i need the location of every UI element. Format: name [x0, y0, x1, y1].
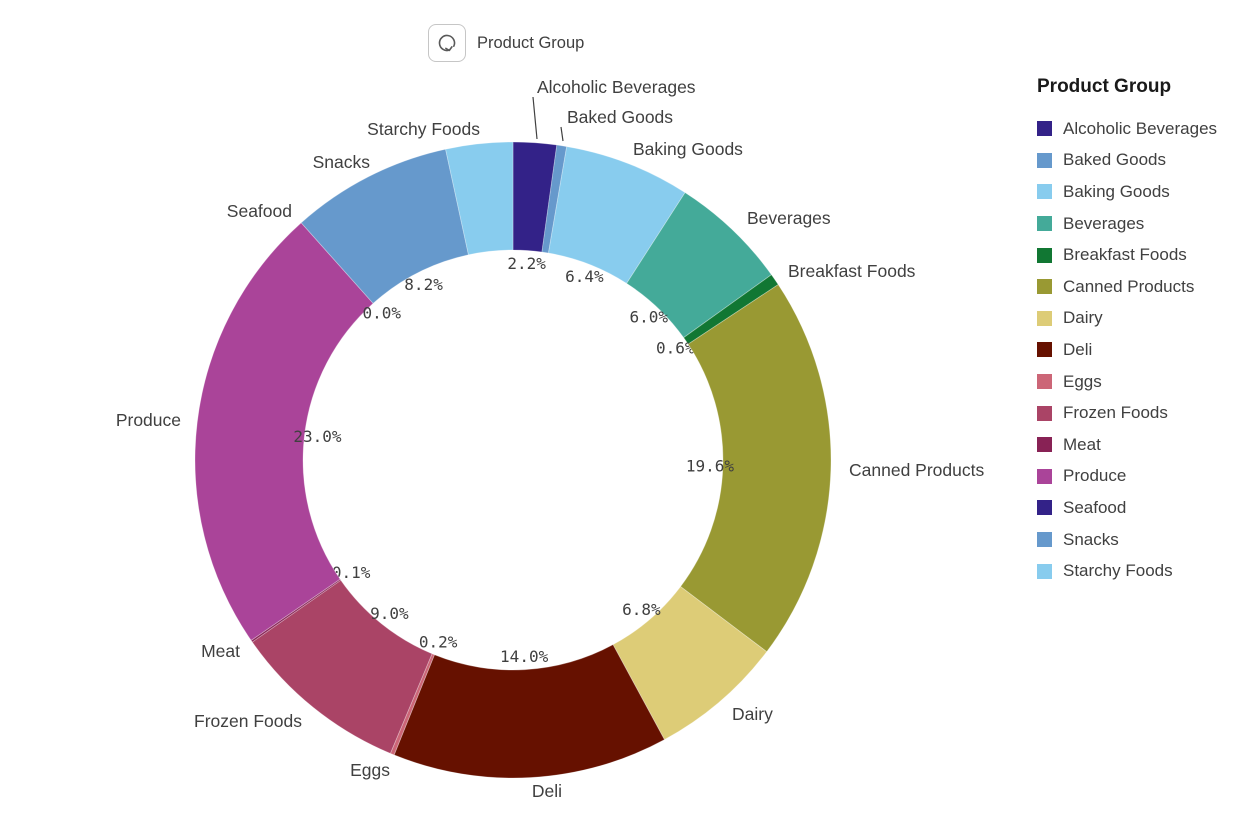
slice-label-seafood: Seafood	[227, 201, 292, 221]
legend-label: Alcoholic Beverages	[1063, 118, 1218, 138]
percent-label-seafood: 0.0%	[363, 304, 402, 323]
legend-swatch-icon	[1037, 500, 1052, 516]
legend-item-snacks[interactable]: Snacks	[1037, 524, 1217, 556]
donut-slice-frozen-foods[interactable]	[251, 579, 433, 754]
legend-swatch-icon	[1037, 532, 1052, 548]
percent-label-baking-goods: 6.4%	[565, 267, 604, 286]
legend-label: Frozen Foods	[1063, 403, 1168, 423]
legend-item-baked-goods[interactable]: Baked Goods	[1037, 145, 1217, 177]
legend-item-starchy-foods[interactable]: Starchy Foods	[1037, 555, 1217, 587]
legend-swatch-icon	[1037, 152, 1052, 168]
percent-label-alcoholic-beverages: 2.2%	[507, 254, 546, 273]
leader-line-alcoholic-beverages	[532, 96, 538, 140]
legend-label: Breakfast Foods	[1063, 245, 1187, 265]
legend-item-meat[interactable]: Meat	[1037, 429, 1217, 461]
slice-label-deli: Deli	[532, 781, 562, 801]
legend-swatch-icon	[1037, 374, 1052, 390]
legend-swatch-icon	[1037, 184, 1052, 200]
cycle-arrow-icon	[438, 34, 456, 52]
leader-line-baked-goods	[560, 126, 564, 142]
legend-label: Deli	[1063, 339, 1093, 359]
donut-slice-deli[interactable]	[393, 644, 665, 779]
legend-item-baking-goods[interactable]: Baking Goods	[1037, 176, 1217, 208]
legend-item-dairy[interactable]: Dairy	[1037, 303, 1217, 335]
slice-label-frozen-foods: Frozen Foods	[194, 711, 302, 731]
percent-label-breakfast-foods: 0.6%	[656, 339, 695, 358]
slice-label-starchy-foods: Starchy Foods	[367, 119, 480, 139]
donut-slice-produce[interactable]	[194, 222, 374, 641]
legend-label: Eggs	[1063, 371, 1102, 391]
legend-swatch-icon	[1037, 342, 1052, 358]
legend-item-canned-products[interactable]: Canned Products	[1037, 271, 1217, 303]
donut-slice-breakfast-foods[interactable]	[683, 274, 779, 345]
legend-swatch-icon	[1037, 247, 1052, 263]
slice-label-meat: Meat	[201, 641, 240, 661]
legend-label: Starchy Foods	[1063, 561, 1173, 581]
slice-label-dairy: Dairy	[732, 704, 773, 724]
legend-swatch-icon	[1037, 405, 1052, 421]
legend-label: Dairy	[1063, 308, 1103, 328]
legend-swatch-icon	[1037, 563, 1052, 579]
donut-slice-starchy-foods[interactable]	[445, 141, 514, 256]
legend-swatch-icon	[1037, 468, 1052, 484]
percent-label-snacks: 8.2%	[404, 275, 443, 294]
slice-label-produce: Produce	[116, 410, 181, 430]
slice-label-baked-goods: Baked Goods	[567, 107, 673, 127]
legend-item-breakfast-foods[interactable]: Breakfast Foods	[1037, 239, 1217, 271]
donut-slice-snacks[interactable]	[300, 148, 469, 304]
donut-slice-alcoholic-beverages[interactable]	[512, 141, 558, 253]
slice-label-baking-goods: Baking Goods	[633, 139, 743, 159]
slice-label-canned-products: Canned Products	[849, 460, 984, 480]
donut-slice-dairy[interactable]	[612, 586, 768, 741]
legend-label: Seafood	[1063, 497, 1127, 517]
legend-swatch-icon	[1037, 279, 1052, 295]
legend-item-seafood[interactable]: Seafood	[1037, 492, 1217, 524]
slice-label-beverages: Beverages	[747, 208, 831, 228]
percent-label-deli: 14.0%	[500, 647, 549, 666]
legend-label: Snacks	[1063, 529, 1119, 549]
legend-label: Baking Goods	[1063, 181, 1170, 201]
legend-item-eggs[interactable]: Eggs	[1037, 366, 1217, 398]
legend-label: Beverages	[1063, 213, 1145, 233]
percent-label-meat: 0.1%	[332, 563, 371, 582]
legend-item-deli[interactable]: Deli	[1037, 334, 1217, 366]
legend-label: Baked Goods	[1063, 150, 1167, 170]
legend-swatch-icon	[1037, 437, 1052, 453]
legend-item-frozen-foods[interactable]: Frozen Foods	[1037, 397, 1217, 429]
donut-slice-eggs[interactable]	[389, 653, 435, 756]
percent-label-beverages: 6.0%	[629, 308, 668, 327]
legend: Product Group Alcoholic Beverages Baked …	[1037, 76, 1217, 587]
legend-item-beverages[interactable]: Beverages	[1037, 208, 1217, 240]
donut-slice-baked-goods[interactable]	[541, 144, 568, 254]
slice-label-snacks: Snacks	[313, 152, 371, 172]
percent-label-eggs: 0.2%	[419, 633, 458, 652]
legend-label: Produce	[1063, 466, 1127, 486]
donut-slice-beverages[interactable]	[626, 192, 772, 339]
legend-label: Meat	[1063, 434, 1101, 454]
legend-swatch-icon	[1037, 310, 1052, 326]
cycle-dimension-button[interactable]	[428, 24, 466, 62]
legend-item-produce[interactable]: Produce	[1037, 461, 1217, 493]
slice-label-alcoholic-beverages: Alcoholic Beverages	[537, 77, 696, 97]
slice-label-breakfast-foods: Breakfast Foods	[788, 261, 916, 281]
legend-swatch-icon	[1037, 216, 1052, 232]
percent-label-dairy: 6.8%	[622, 600, 661, 619]
legend-label: Canned Products	[1063, 276, 1195, 296]
slice-label-eggs: Eggs	[350, 760, 390, 780]
legend-swatch-icon	[1037, 121, 1052, 137]
donut-slice-canned-products[interactable]	[679, 284, 832, 653]
percent-label-canned-products: 19.6%	[686, 457, 735, 476]
percent-label-produce: 23.0%	[293, 427, 342, 446]
legend-items: Alcoholic Beverages Baked Goods Baking G…	[1037, 113, 1217, 587]
dimension-title: Product Group	[477, 34, 585, 52]
legend-title: Product Group	[1037, 76, 1172, 97]
percent-label-frozen-foods: 9.0%	[370, 604, 409, 623]
legend-item-alcoholic-beverages[interactable]: Alcoholic Beverages	[1037, 113, 1217, 145]
